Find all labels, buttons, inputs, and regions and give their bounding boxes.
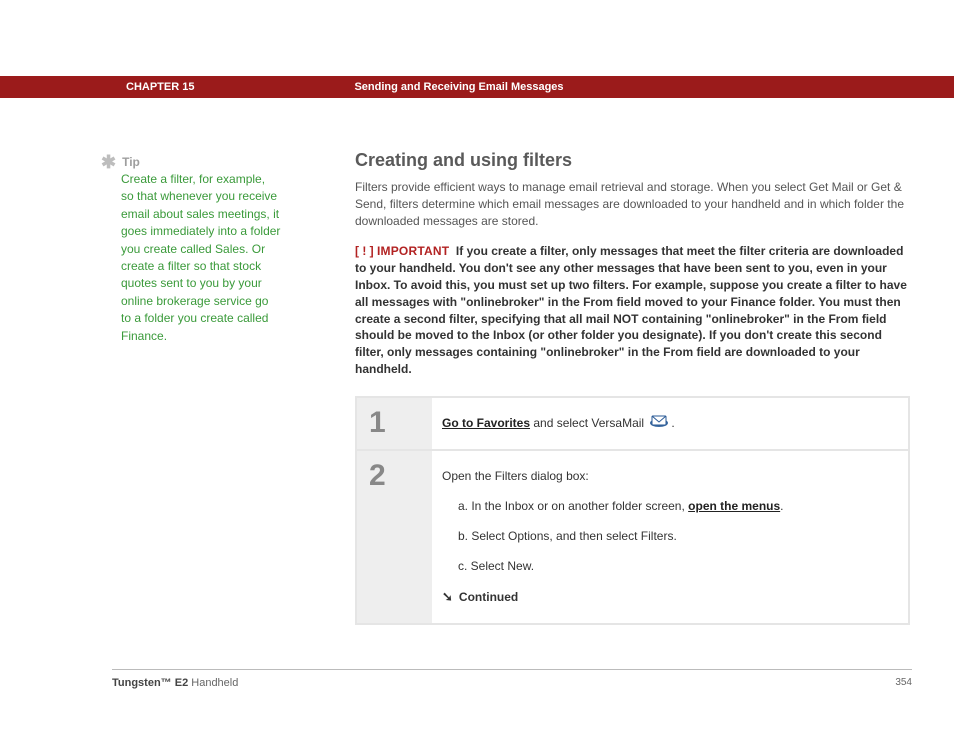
continued-label: Continued bbox=[459, 588, 518, 606]
step-num-cell: 2 bbox=[357, 451, 432, 623]
chapter-header-bar: CHAPTER 15 Sending and Receiving Email M… bbox=[0, 76, 954, 98]
footer-product-bold: Tungsten™ E2 bbox=[112, 677, 188, 689]
step2-a-prefix: a. In the Inbox or on another folder scr… bbox=[458, 499, 688, 513]
step2-item-c: c. Select New. bbox=[442, 557, 890, 575]
section-title: Creating and using filters bbox=[355, 150, 910, 171]
step1-period: . bbox=[671, 416, 674, 430]
footer-divider bbox=[112, 669, 912, 670]
step2-sublist: a. In the Inbox or on another folder scr… bbox=[442, 497, 890, 575]
step-num-cell: 1 bbox=[357, 398, 432, 449]
tip-body: Create a filter, for example, so that wh… bbox=[121, 171, 281, 345]
page-number: 354 bbox=[895, 677, 912, 689]
step2-lead: Open the Filters dialog box: bbox=[442, 467, 890, 485]
step-row-2: 2 Open the Filters dialog box: a. In the… bbox=[357, 451, 908, 623]
step-number: 2 bbox=[369, 461, 386, 491]
arrow-down-right-icon: ➘ bbox=[442, 587, 453, 607]
important-word: IMPORTANT bbox=[377, 244, 449, 258]
footer-product-rest: Handheld bbox=[188, 677, 238, 689]
tip-label: Tip bbox=[122, 155, 140, 169]
tip-sidebar: ✱ Tip Create a filter, for example, so t… bbox=[101, 155, 281, 345]
step-number: 1 bbox=[369, 408, 386, 438]
intro-paragraph: Filters provide efficient ways to manage… bbox=[355, 179, 910, 229]
step-body-1: Go to Favorites and select VersaMail . bbox=[432, 398, 908, 449]
asterisk-icon: ✱ bbox=[101, 155, 116, 169]
versamail-icon bbox=[649, 414, 669, 433]
important-text: If you create a filter, only messages th… bbox=[355, 244, 907, 376]
important-bracket: [ ! ] bbox=[355, 244, 374, 258]
important-block: [ ! ] IMPORTANT If you create a filter, … bbox=[355, 243, 910, 377]
chapter-label: CHAPTER 15 bbox=[126, 81, 194, 93]
step-body-2: Open the Filters dialog box: a. In the I… bbox=[432, 451, 908, 623]
footer-product: Tungsten™ E2 Handheld bbox=[112, 677, 238, 689]
chapter-title: Sending and Receiving Email Messages bbox=[354, 81, 563, 93]
step2-a-suffix: . bbox=[780, 499, 783, 513]
open-the-menus-link[interactable]: open the menus bbox=[688, 499, 780, 513]
step2-item-b: b. Select Options, and then select Filte… bbox=[442, 527, 890, 545]
go-to-favorites-link[interactable]: Go to Favorites bbox=[442, 416, 530, 430]
page-footer: Tungsten™ E2 Handheld 354 bbox=[112, 677, 912, 689]
step-row-1: 1 Go to Favorites and select VersaMail . bbox=[357, 398, 908, 451]
steps-box: 1 Go to Favorites and select VersaMail .… bbox=[355, 396, 910, 625]
main-content: Creating and using filters Filters provi… bbox=[355, 150, 910, 625]
step2-item-a: a. In the Inbox or on another folder scr… bbox=[442, 497, 890, 515]
continued-row: ➘ Continued bbox=[442, 587, 890, 607]
step1-after-link: and select VersaMail bbox=[530, 416, 647, 430]
